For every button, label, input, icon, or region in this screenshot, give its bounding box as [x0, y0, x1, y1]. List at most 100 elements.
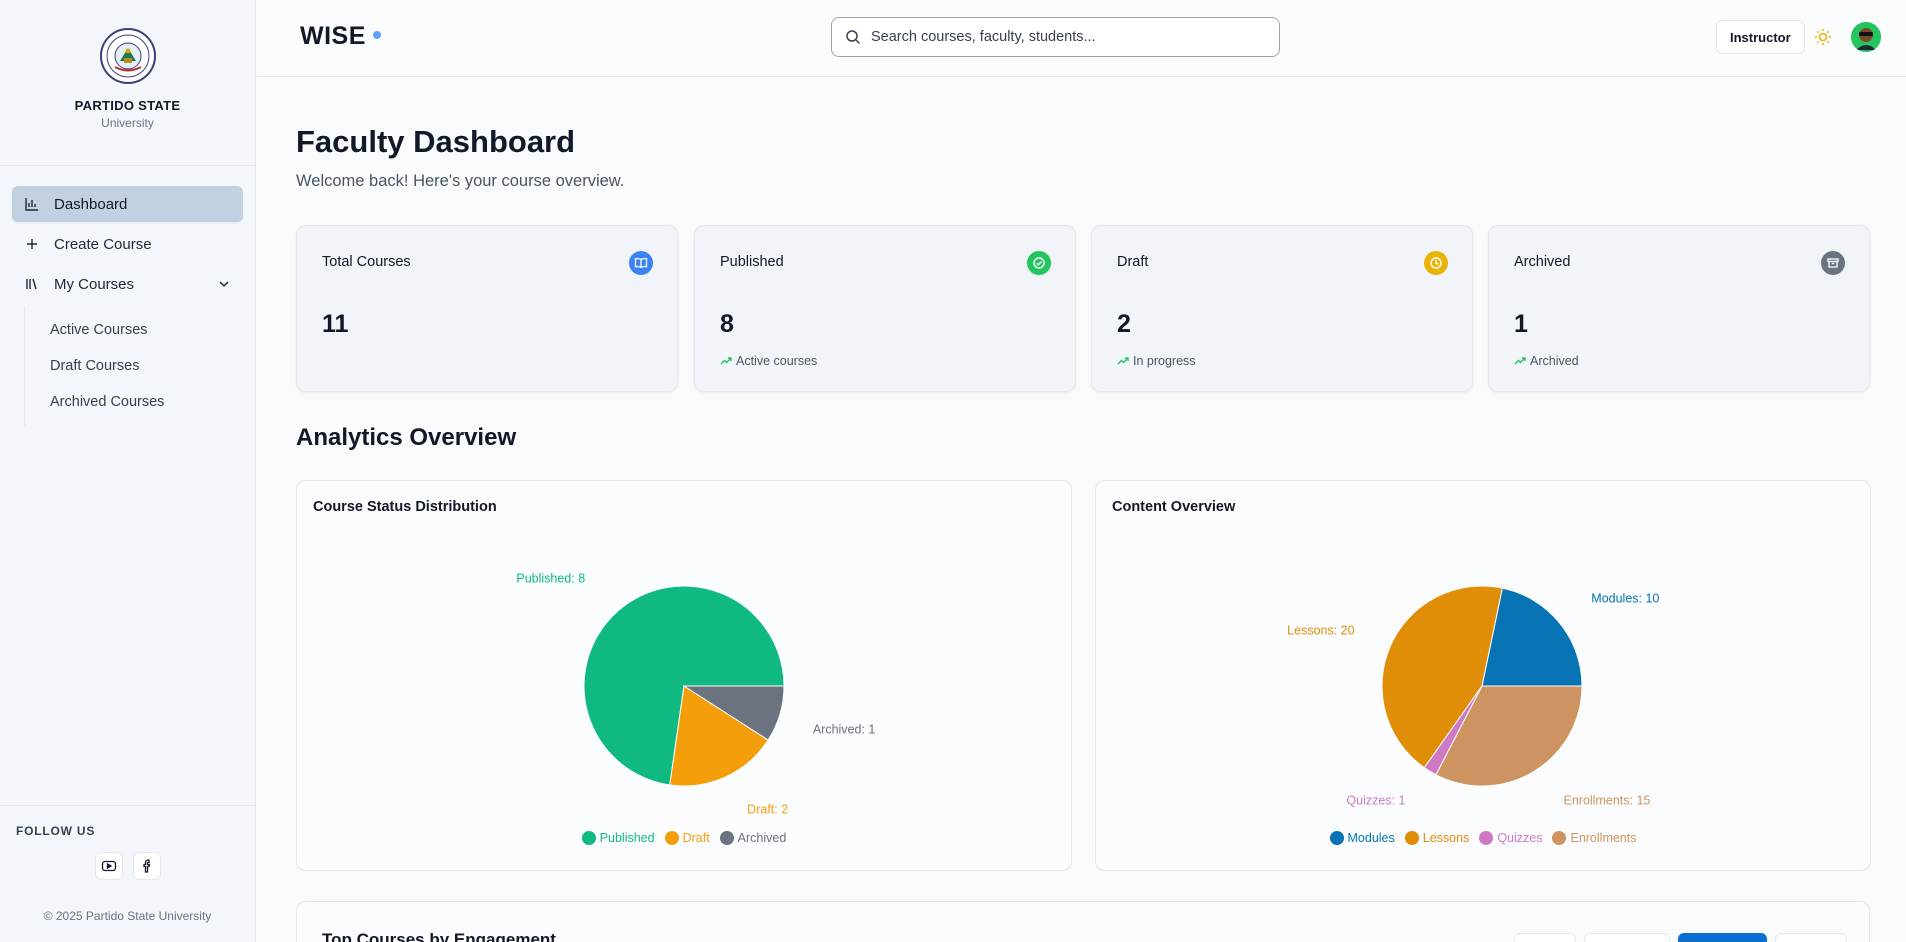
stat-note-text: Active courses: [736, 354, 818, 368]
stat-card-total-courses: Total Courses 11: [296, 225, 678, 392]
library-icon: [24, 276, 40, 292]
sidebar-brand: PARTIDO STATE University: [0, 0, 255, 166]
legend-label: Modules: [1347, 831, 1395, 845]
stat-card-archived: Archived 1 Archived: [1488, 225, 1870, 392]
range-button-active[interactable]: [1678, 933, 1767, 942]
legend-item-quizzes[interactable]: Quizzes: [1479, 831, 1542, 845]
subnav-item-archived-courses[interactable]: Archived Courses: [50, 394, 165, 410]
range-button[interactable]: [1514, 933, 1576, 942]
trending-up-icon: [720, 357, 732, 365]
legend-dot: [664, 831, 679, 845]
search-icon: [846, 30, 861, 45]
follow-title: FOLLOW US: [16, 824, 96, 838]
sidebar-item-dashboard[interactable]: Dashboard: [12, 186, 243, 222]
pie-slice-archived[interactable]: [682, 685, 785, 741]
stat-value: 11: [322, 310, 349, 338]
legend-label: Draft: [682, 831, 710, 845]
stat-note: In progress: [1117, 354, 1196, 368]
app-logo[interactable]: WISE: [300, 22, 366, 50]
logo-dot: [373, 31, 381, 39]
stat-note: Archived: [1514, 354, 1579, 368]
search-input[interactable]: [871, 29, 1251, 45]
sidebar-item-my-courses[interactable]: My Courses: [12, 266, 243, 302]
archive-icon: [1821, 251, 1845, 275]
chart-title: Content Overview: [1112, 499, 1236, 515]
top-courses-card: Top Courses by Engagement: [296, 901, 1870, 942]
legend-dot: [719, 831, 734, 845]
legend-label: Archived: [737, 831, 787, 845]
legend-dot: [1552, 831, 1567, 845]
legend-item-lessons[interactable]: Lessons: [1404, 831, 1470, 845]
role-button[interactable]: Instructor: [1716, 20, 1805, 54]
university-subtitle: University: [101, 116, 154, 130]
legend-item-enrollments[interactable]: Enrollments: [1552, 831, 1636, 845]
legend-dot: [581, 831, 596, 845]
university-seal-icon: [99, 28, 156, 84]
sidebar-item-label: My Courses: [54, 275, 135, 293]
sidebar-item-create-course[interactable]: Create Course: [12, 226, 243, 262]
legend-label: Lessons: [1422, 831, 1470, 845]
bar-chart-icon: [24, 196, 40, 212]
copyright: © 2025 Partido State University: [43, 909, 212, 923]
pie-slice-draft[interactable]: [669, 685, 769, 787]
sidebar-item-label: Dashboard: [54, 195, 128, 213]
data-label-draft: Draft: 2: [747, 803, 788, 817]
stat-note-text: In progress: [1133, 354, 1196, 368]
avatar[interactable]: [1851, 22, 1881, 52]
chart-legend: Modules Lessons Quizzes Enrollments: [1096, 831, 1870, 845]
page-title: Faculty Dashboard: [296, 124, 576, 159]
sun-icon[interactable]: [1812, 26, 1834, 48]
pie-slice-modules[interactable]: [1481, 587, 1583, 687]
page-subtitle: Welcome back! Here's your course overvie…: [296, 172, 625, 190]
trending-up-icon: [1117, 357, 1129, 365]
legend-item-published[interactable]: Published: [581, 831, 655, 845]
data-label-lessons: Lessons: 20: [1287, 623, 1354, 637]
youtube-icon: [101, 860, 116, 872]
stat-label: Total Courses: [322, 254, 411, 270]
book-open-icon: [629, 251, 653, 275]
pie-slice-lessons[interactable]: [1381, 585, 1503, 769]
chart-legend: Published Draft Archived: [297, 831, 1071, 845]
stat-label: Archived: [1514, 254, 1571, 270]
range-button[interactable]: [1584, 933, 1670, 942]
clock-icon: [1424, 251, 1448, 275]
data-label-quizzes: Quizzes: 1: [1346, 794, 1405, 808]
data-label-archived: Archived: 1: [813, 722, 876, 736]
stat-value: 8: [720, 310, 734, 338]
chevron-down-icon[interactable]: [217, 277, 231, 291]
check-circle-icon: [1027, 251, 1051, 275]
youtube-link[interactable]: [94, 852, 123, 880]
data-label-modules: Modules: 10: [1591, 592, 1659, 606]
legend-item-draft[interactable]: Draft: [664, 831, 710, 845]
subnav-item-active-courses[interactable]: Active Courses: [50, 322, 148, 338]
follow-section: FOLLOW US: [0, 805, 255, 880]
stat-card-published: Published 8 Active courses: [694, 225, 1076, 392]
stat-value: 2: [1117, 310, 1131, 338]
legend-label: Enrollments: [1570, 831, 1637, 845]
search-bar[interactable]: [831, 17, 1280, 57]
analytics-title: Analytics Overview: [296, 424, 517, 451]
stat-value: 1: [1514, 310, 1528, 338]
data-label-published: Published: 8: [516, 572, 585, 586]
social-links: [0, 852, 255, 880]
sidebar: PARTIDO STATE University Dashboard Creat…: [0, 0, 256, 942]
facebook-link[interactable]: [132, 852, 161, 880]
pie-slice-enrollments[interactable]: [1435, 685, 1583, 787]
chart-title: Course Status Distribution: [313, 499, 497, 515]
legend-dot: [1479, 831, 1494, 845]
legend-dot: [1329, 831, 1344, 845]
course-status-chart-card: Course Status Distribution Published: 8 D…: [296, 480, 1072, 871]
content-overview-pie: Modules: 10 Lessons: 20 Quizzes: 1 Enrollme…: [1287, 585, 1659, 808]
subnav-item-draft-courses[interactable]: Draft Courses: [50, 358, 140, 374]
stat-label: Published: [720, 254, 784, 270]
legend-label: Quizzes: [1497, 831, 1543, 845]
top-courses-title: Top Courses by Engagement: [322, 930, 556, 942]
range-button[interactable]: [1775, 933, 1847, 942]
trending-up-icon: [1514, 357, 1526, 365]
university-name: PARTIDO STATE: [74, 98, 181, 113]
legend-label: Published: [599, 831, 655, 845]
legend-item-archived[interactable]: Archived: [719, 831, 787, 845]
data-label-enrollments: Enrollments: 15: [1564, 794, 1651, 808]
legend-item-modules[interactable]: Modules: [1329, 831, 1395, 845]
facebook-icon: [142, 859, 150, 873]
